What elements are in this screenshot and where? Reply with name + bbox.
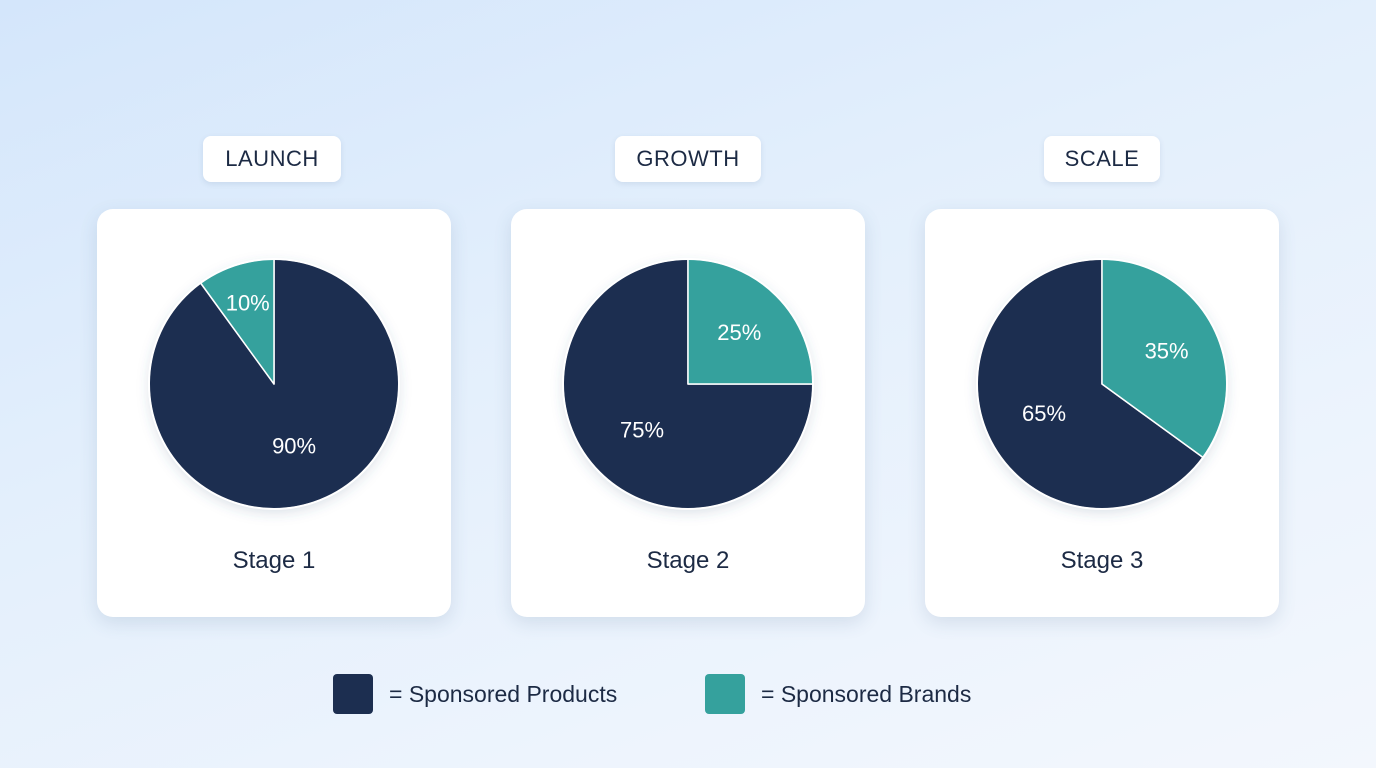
- slice-label-brands: 35%: [1145, 339, 1189, 364]
- stage-tag-launch: LAUNCH: [203, 136, 341, 182]
- pie-outline: [562, 258, 814, 510]
- pie-chart-stage-2: 75% 25%: [562, 258, 814, 510]
- pie-outline: [148, 258, 400, 510]
- pie-card-stage-2: 75% 25% Stage 2: [511, 209, 865, 617]
- pie-card-stage-3: 65% 35% Stage 3: [925, 209, 1279, 617]
- pie-chart-stage-3: 65% 35%: [976, 258, 1228, 510]
- pie-card-stage-1: 90% 10% Stage 1: [97, 209, 451, 617]
- slice-label-brands: 25%: [717, 320, 761, 345]
- legend-sponsored-brands: = Sponsored Brands: [705, 674, 971, 714]
- legend-label-products: = Sponsored Products: [389, 680, 618, 707]
- slice-label-products: 65%: [1022, 401, 1066, 426]
- pie-chart-stage-1: 90% 10%: [148, 258, 400, 510]
- stage-caption-2: Stage 2: [646, 547, 730, 574]
- stage-caption-3: Stage 3: [1060, 547, 1144, 574]
- legend-label-brands: = Sponsored Brands: [761, 680, 972, 707]
- stage-tag-scale: SCALE: [1044, 136, 1160, 182]
- stage-caption-1: Stage 1: [232, 547, 316, 574]
- legend-sponsored-products: = Sponsored Products: [333, 674, 617, 714]
- legend-swatch-brands: [705, 674, 745, 714]
- pie-outline: [976, 258, 1228, 510]
- slice-label-brands: 10%: [226, 291, 270, 316]
- slice-label-products: 90%: [272, 433, 316, 458]
- slice-label-products: 75%: [620, 417, 664, 442]
- legend-swatch-products: [333, 674, 373, 714]
- stage-tag-growth: GROWTH: [615, 136, 761, 182]
